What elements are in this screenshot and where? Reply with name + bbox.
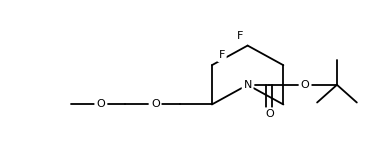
Text: O: O bbox=[301, 80, 310, 90]
Text: F: F bbox=[236, 31, 243, 41]
Text: O: O bbox=[265, 109, 274, 119]
Text: O: O bbox=[151, 99, 159, 109]
Text: N: N bbox=[243, 80, 252, 90]
Text: F: F bbox=[218, 50, 225, 60]
Text: O: O bbox=[96, 99, 105, 109]
